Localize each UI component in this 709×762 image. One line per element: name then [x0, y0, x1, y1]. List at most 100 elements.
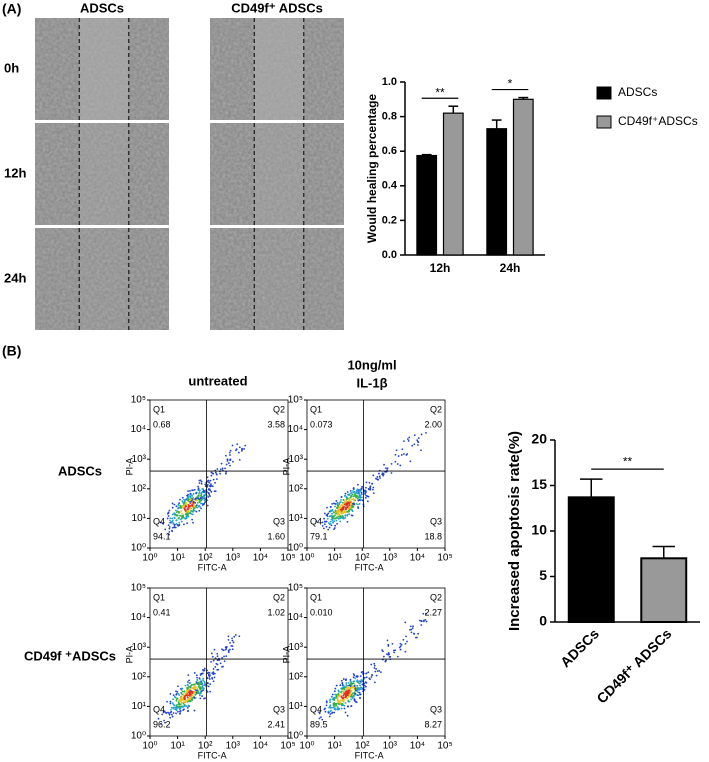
density-dot — [181, 516, 184, 519]
density-dot — [208, 678, 211, 680]
density-dot — [189, 492, 192, 495]
density-dot — [342, 694, 345, 697]
density-dot — [361, 499, 364, 502]
density-dot — [184, 510, 187, 512]
y-tick-label: 0.6 — [382, 145, 397, 157]
density-dot — [188, 700, 191, 703]
density-dot — [171, 502, 174, 505]
density-dot — [328, 715, 331, 718]
density-dot — [338, 694, 340, 697]
density-dot — [353, 691, 356, 694]
density-dot — [374, 670, 377, 673]
significance-label: ** — [623, 454, 633, 468]
density-dot — [354, 692, 357, 695]
density-dot — [212, 472, 215, 475]
density-dot — [343, 503, 346, 506]
density-dot — [329, 510, 332, 513]
density-dot — [196, 687, 199, 690]
density-dot — [189, 500, 192, 503]
density-dot — [202, 669, 205, 672]
panel-label: (A) — [2, 1, 21, 17]
density-dot — [202, 491, 205, 494]
panel-label: (B) — [2, 343, 21, 359]
density-dot — [323, 527, 325, 530]
density-dot — [200, 502, 202, 505]
density-dot — [333, 711, 336, 714]
density-dot — [181, 697, 184, 700]
density-dot — [417, 437, 420, 440]
density-dot — [341, 699, 344, 702]
density-dot — [201, 504, 204, 506]
density-dot — [168, 509, 171, 512]
density-dot — [199, 697, 202, 700]
y-tick-label: 15 — [531, 476, 547, 492]
density-dot — [410, 628, 413, 631]
density-dot — [334, 509, 337, 512]
density-dot — [203, 495, 205, 498]
density-dot — [195, 506, 197, 508]
density-dot — [194, 685, 196, 688]
x-tick-label: 10³ — [226, 741, 241, 752]
density-dot — [167, 515, 170, 517]
x-tick-label: 10⁵ — [437, 741, 452, 752]
density-dot — [236, 443, 239, 446]
quadrant-value: 94.1 — [153, 531, 171, 541]
density-dot — [210, 652, 213, 655]
density-dot — [195, 689, 198, 692]
quadrant-name: Q1 — [153, 404, 165, 414]
density-dot — [186, 710, 189, 713]
column-label: untreated — [188, 373, 247, 388]
density-dot — [203, 667, 206, 670]
density-dot — [341, 688, 344, 690]
density-dot — [344, 508, 347, 511]
y-axis-title: Would healing percentage — [365, 94, 379, 243]
density-dot — [183, 498, 185, 501]
density-dot — [238, 459, 241, 461]
density-dot — [208, 481, 210, 483]
density-dot — [425, 620, 428, 623]
density-dot — [355, 701, 357, 703]
density-dot — [197, 485, 199, 488]
density-dot — [360, 671, 363, 674]
density-dot — [324, 710, 327, 713]
density-dot — [193, 672, 196, 674]
density-dot — [183, 523, 185, 526]
density-dot — [346, 491, 349, 493]
density-dot — [349, 678, 352, 681]
density-dot — [227, 462, 230, 464]
density-dot — [372, 492, 375, 494]
density-dot — [185, 513, 188, 516]
density-dot — [342, 684, 345, 687]
density-dot — [335, 695, 338, 697]
density-dot — [335, 693, 338, 696]
density-dot — [182, 501, 185, 504]
density-dot — [365, 685, 367, 688]
density-dot — [188, 512, 190, 515]
density-dot — [175, 712, 177, 715]
density-dot — [180, 520, 183, 523]
density-dot — [232, 460, 234, 463]
density-dot — [183, 507, 186, 510]
density-dot — [208, 672, 211, 674]
density-dot — [175, 699, 178, 702]
density-dot — [345, 697, 348, 700]
density-dot — [191, 518, 194, 521]
density-dot — [214, 666, 217, 668]
x-tick-label: 10⁴ — [253, 741, 268, 752]
density-dot — [210, 490, 213, 493]
density-dot — [204, 483, 207, 486]
density-dot — [353, 491, 356, 493]
density-dot — [194, 502, 197, 504]
density-dot — [397, 455, 400, 457]
density-dot — [330, 518, 333, 521]
scratch-gap — [79, 123, 129, 225]
density-dot — [188, 505, 191, 508]
bar — [486, 128, 508, 256]
density-dot — [365, 681, 368, 684]
density-dot — [337, 692, 340, 695]
density-dot — [201, 685, 204, 688]
density-dot — [327, 711, 330, 714]
density-dot — [378, 669, 381, 672]
density-dot — [199, 498, 202, 501]
density-dot — [191, 687, 194, 690]
